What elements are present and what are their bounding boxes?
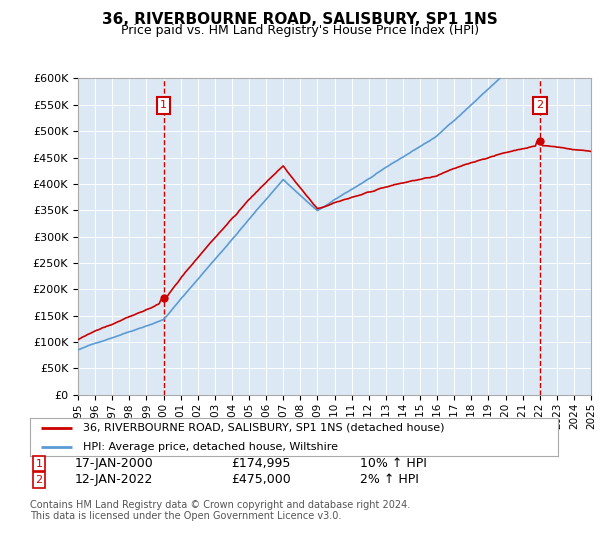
Text: 12-JAN-2022: 12-JAN-2022 [75,473,154,487]
Text: HPI: Average price, detached house, Wiltshire: HPI: Average price, detached house, Wilt… [83,442,338,452]
Text: £174,995: £174,995 [231,457,290,470]
Text: Contains HM Land Registry data © Crown copyright and database right 2024.
This d: Contains HM Land Registry data © Crown c… [30,500,410,521]
Text: 36, RIVERBOURNE ROAD, SALISBURY, SP1 1NS (detached house): 36, RIVERBOURNE ROAD, SALISBURY, SP1 1NS… [83,423,444,433]
Text: 1: 1 [35,459,43,469]
Text: 2% ↑ HPI: 2% ↑ HPI [360,473,419,487]
Text: 1: 1 [160,100,167,110]
Text: 2: 2 [35,475,43,485]
Text: 10% ↑ HPI: 10% ↑ HPI [360,457,427,470]
Text: 17-JAN-2000: 17-JAN-2000 [75,457,154,470]
Text: £475,000: £475,000 [231,473,291,487]
Text: 2: 2 [536,100,543,110]
Text: 36, RIVERBOURNE ROAD, SALISBURY, SP1 1NS: 36, RIVERBOURNE ROAD, SALISBURY, SP1 1NS [102,12,498,27]
Text: Price paid vs. HM Land Registry's House Price Index (HPI): Price paid vs. HM Land Registry's House … [121,24,479,37]
